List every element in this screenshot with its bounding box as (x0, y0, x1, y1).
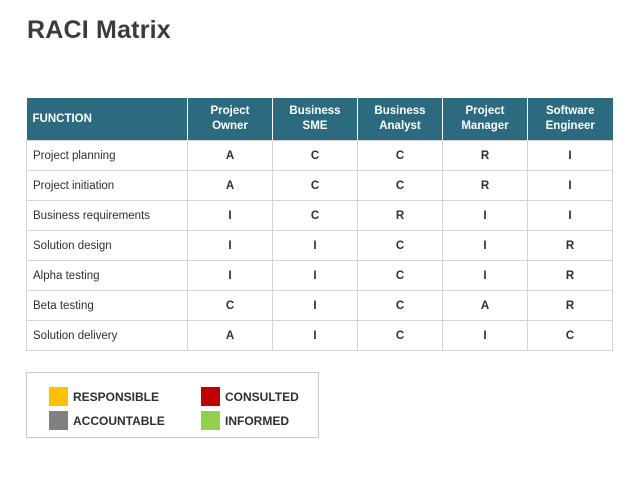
function-cell: Project initiation (26, 170, 188, 201)
column-header-role: Project Manager (442, 98, 528, 141)
page-title: RACI Matrix (27, 16, 171, 44)
raci-cell: I (527, 200, 613, 231)
raci-cell: I (272, 320, 358, 351)
function-cell: Solution delivery (26, 320, 188, 351)
function-cell: Business requirements (26, 200, 188, 231)
legend-item-consulted: CONSULTED (201, 387, 299, 406)
raci-cell: I (272, 290, 358, 321)
consulted-swatch (201, 387, 220, 406)
raci-cell: C (357, 290, 443, 321)
raci-cell: I (527, 140, 613, 171)
legend-label: CONSULTED (225, 389, 299, 404)
raci-cell: I (272, 230, 358, 261)
legend-label: RESPONSIBLE (73, 389, 160, 404)
legend-label: ACCOUNTABLE (73, 413, 165, 428)
raci-cell: A (442, 290, 528, 321)
function-cell: Project planning (26, 140, 188, 171)
raci-cell: C (357, 230, 443, 261)
table-body: Project planning A C C R I Project initiation A… (26, 140, 613, 351)
responsible-swatch (49, 387, 68, 406)
column-header-function: FUNCTION (26, 98, 188, 141)
column-header-role: Business SME (272, 98, 358, 141)
legend-item-accountable: ACCOUNTABLE (49, 411, 165, 430)
raci-cell: C (357, 320, 443, 351)
function-cell: Solution design (26, 230, 188, 261)
raci-cell: I (187, 260, 273, 291)
legend-item-responsible: RESPONSIBLE (49, 387, 159, 406)
raci-cell: R (357, 200, 443, 231)
raci-cell: R (527, 260, 613, 291)
legend-item-informed: INFORMED (201, 411, 289, 430)
raci-cell: I (187, 230, 273, 261)
raci-cell: I (527, 170, 613, 201)
raci-cell: A (187, 140, 273, 171)
raci-cell: R (527, 230, 613, 261)
raci-cell: C (272, 200, 358, 231)
raci-cell: C (357, 140, 443, 171)
column-header-role: Project Owner (187, 98, 273, 141)
raci-cell: R (442, 140, 528, 171)
column-header-role: Business Analyst (357, 98, 443, 141)
raci-cell: C (272, 170, 358, 201)
table-row: Project initiation A C C R I (26, 170, 613, 201)
raci-cell: I (442, 320, 528, 351)
raci-cell: C (357, 260, 443, 291)
informed-swatch (201, 411, 220, 430)
raci-cell: A (187, 170, 273, 201)
raci-table: FUNCTION Project Owner Business SME Business… (26, 98, 613, 351)
raci-cell: I (442, 260, 528, 291)
raci-cell: C (357, 170, 443, 201)
raci-cell: C (272, 140, 358, 171)
table-row: Beta testing C I C A R (26, 290, 613, 321)
raci-cell: I (442, 200, 528, 231)
table-row: Project planning A C C R I (26, 140, 613, 171)
table-row: Alpha testing I I C I R (26, 260, 613, 291)
raci-cell: R (442, 170, 528, 201)
function-cell: Beta testing (26, 290, 188, 321)
raci-cell: C (527, 320, 613, 351)
table-row: Solution design I I C I R (26, 230, 613, 261)
raci-cell: A (187, 320, 273, 351)
raci-cell: R (527, 290, 613, 321)
table-header-row: FUNCTION Project Owner Business SME Business… (26, 98, 613, 141)
table-row: Solution delivery A I C I C (26, 320, 613, 351)
legend: RESPONSIBLE ACCOUNTABLE CONSULTED INFORM… (26, 372, 319, 438)
raci-cell: I (442, 230, 528, 261)
raci-cell: I (272, 260, 358, 291)
raci-cell: C (187, 290, 273, 321)
accountable-swatch (49, 411, 68, 430)
column-header-role: Software Engineer (527, 98, 613, 141)
table-row: Business requirements I C R I I (26, 200, 613, 231)
raci-cell: I (187, 200, 273, 231)
function-cell: Alpha testing (26, 260, 188, 291)
legend-label: INFORMED (225, 413, 289, 428)
